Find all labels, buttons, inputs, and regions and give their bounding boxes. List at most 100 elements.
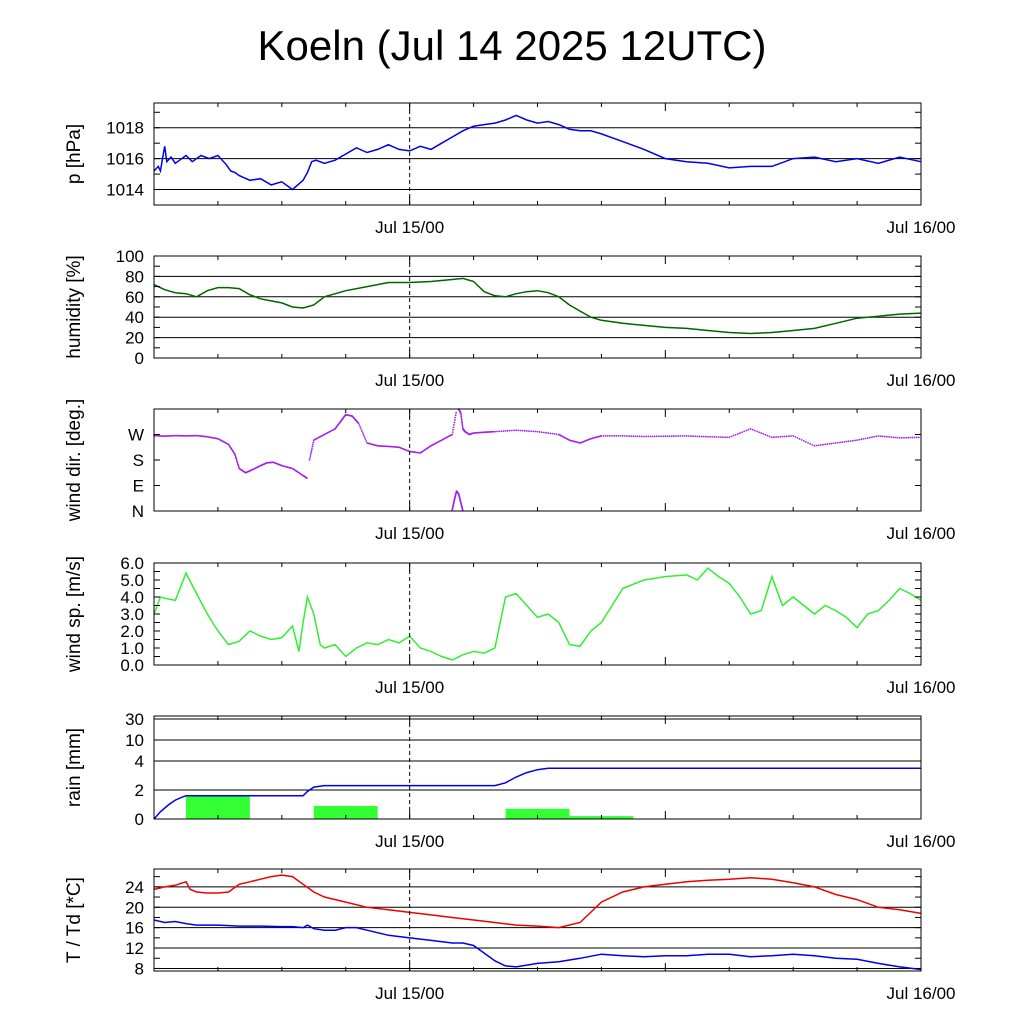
x-tick-label: Jul 16/00 — [887, 832, 956, 851]
wind-direction-point — [858, 438, 861, 441]
x-tick-label: Jul 16/00 — [887, 984, 956, 1003]
wind-direction-point — [726, 436, 729, 439]
wind-direction-point — [892, 436, 895, 439]
y-tick-label: 24 — [125, 878, 144, 897]
wind-direction-point — [883, 435, 886, 438]
wind-direction-point — [845, 440, 848, 443]
wind-direction-point — [913, 436, 916, 439]
wind-direction-point — [636, 435, 639, 438]
wind-direction-point — [700, 435, 703, 438]
wind-direction-point — [668, 435, 671, 438]
x-tick-label: Jul 15/00 — [375, 524, 444, 543]
wind-direction-point — [704, 435, 707, 438]
wind-direction-point — [496, 430, 498, 433]
wind-direction-point — [734, 433, 737, 436]
wind-direction-point — [779, 435, 782, 438]
wind-direction-point — [236, 461, 239, 464]
wind-direction-point — [824, 443, 827, 446]
wind-direction-point — [677, 435, 680, 437]
wind-direction-point — [453, 423, 455, 426]
wind-direction-point — [309, 457, 311, 459]
wind-direction-point — [306, 477, 308, 480]
wind-direction-point — [685, 435, 688, 437]
wind-direction-point — [653, 435, 656, 438]
wind-direction-point — [781, 435, 784, 438]
wind-direction-point — [698, 435, 701, 438]
wind-direction-point — [451, 431, 454, 433]
wind-direction-point — [764, 433, 767, 436]
wind-direction-point — [715, 436, 718, 438]
wind-direction-point — [900, 436, 903, 439]
wind-direction-point — [460, 415, 463, 418]
plot-frame — [153, 562, 922, 666]
panel-rain: 0 2 4 10 30 rain [mm] Jul 15/00 Jul 16/00 — [64, 710, 956, 851]
wind-direction-point — [630, 435, 633, 438]
wind-direction-point — [739, 432, 741, 434]
x-tick-label: Jul 16/00 — [887, 678, 956, 697]
y-tick-label: 20 — [125, 329, 144, 348]
wind-direction-point — [638, 435, 641, 438]
y-tick-label: 1014 — [106, 181, 144, 200]
wind-direction-point — [751, 428, 754, 431]
wind-direction-point — [805, 440, 807, 443]
wind-direction-point — [873, 435, 876, 438]
wind-direction-point — [849, 440, 852, 442]
rain-bar — [505, 808, 570, 819]
y-tick-label: 2 — [135, 781, 144, 800]
wind-direction-point — [762, 433, 765, 435]
y-tick-label: 6.0 — [120, 554, 144, 573]
wind-direction-point — [660, 435, 662, 438]
wind-direction-point — [493, 430, 496, 433]
wind-direction-point — [237, 466, 240, 468]
wind-direction-point — [628, 435, 631, 437]
y-axis-label: wind sp. [m/s] — [64, 556, 85, 673]
wind-direction-point — [547, 432, 550, 434]
wind-direction-point — [655, 435, 658, 438]
wind-direction-point — [640, 435, 643, 438]
y-axis-label: T / Td [*C] — [64, 877, 85, 963]
wind-direction-point — [817, 444, 820, 447]
wind-direction-point — [713, 436, 716, 438]
wind-direction-point — [745, 429, 748, 432]
wind-direction-point — [800, 438, 803, 441]
y-tick-label: 60 — [125, 288, 144, 307]
wind-direction-point — [683, 435, 686, 437]
wind-direction-point — [538, 431, 541, 433]
wind-direction-point — [860, 438, 863, 441]
y-tick-label: E — [133, 477, 144, 496]
wind-direction-point — [843, 440, 846, 443]
wind-direction-point — [615, 435, 618, 437]
wind-direction-point — [460, 418, 463, 421]
wind-direction-point — [453, 421, 456, 424]
y-tick-label: 40 — [125, 308, 144, 327]
x-tick-label: Jul 16/00 — [887, 371, 956, 390]
wind-direction-point — [802, 439, 805, 442]
wind-direction-point — [777, 436, 780, 438]
wind-direction-point — [309, 455, 312, 457]
wind-direction-point — [549, 432, 552, 435]
y-tick-label: 0 — [135, 810, 144, 829]
wind-direction-point — [551, 432, 554, 435]
wind-direction-point — [886, 435, 888, 438]
wind-direction-point — [532, 430, 535, 433]
wind-direction-point — [634, 435, 637, 438]
wind-direction-point — [807, 441, 809, 444]
wind-direction-point — [879, 435, 882, 438]
y-tick-label: 0.0 — [120, 656, 144, 675]
y-axis-label: wind dir. [deg.] — [64, 399, 85, 523]
wind-direction-point — [692, 435, 694, 438]
wind-direction-point — [611, 435, 613, 437]
wind-direction-point — [790, 435, 792, 437]
x-tick-label: Jul 16/00 — [887, 218, 956, 237]
wind-direction-point — [834, 442, 837, 444]
wind-direction-point — [606, 435, 609, 437]
wind-direction-point — [826, 443, 829, 446]
wind-direction-point — [664, 435, 667, 438]
wind-direction-point — [454, 414, 457, 417]
wind-direction-point — [500, 430, 503, 433]
wind-direction-point — [839, 441, 841, 444]
wind-direction-point — [666, 435, 669, 438]
wind-direction-point — [362, 434, 365, 436]
wind-direction-point — [647, 435, 650, 438]
